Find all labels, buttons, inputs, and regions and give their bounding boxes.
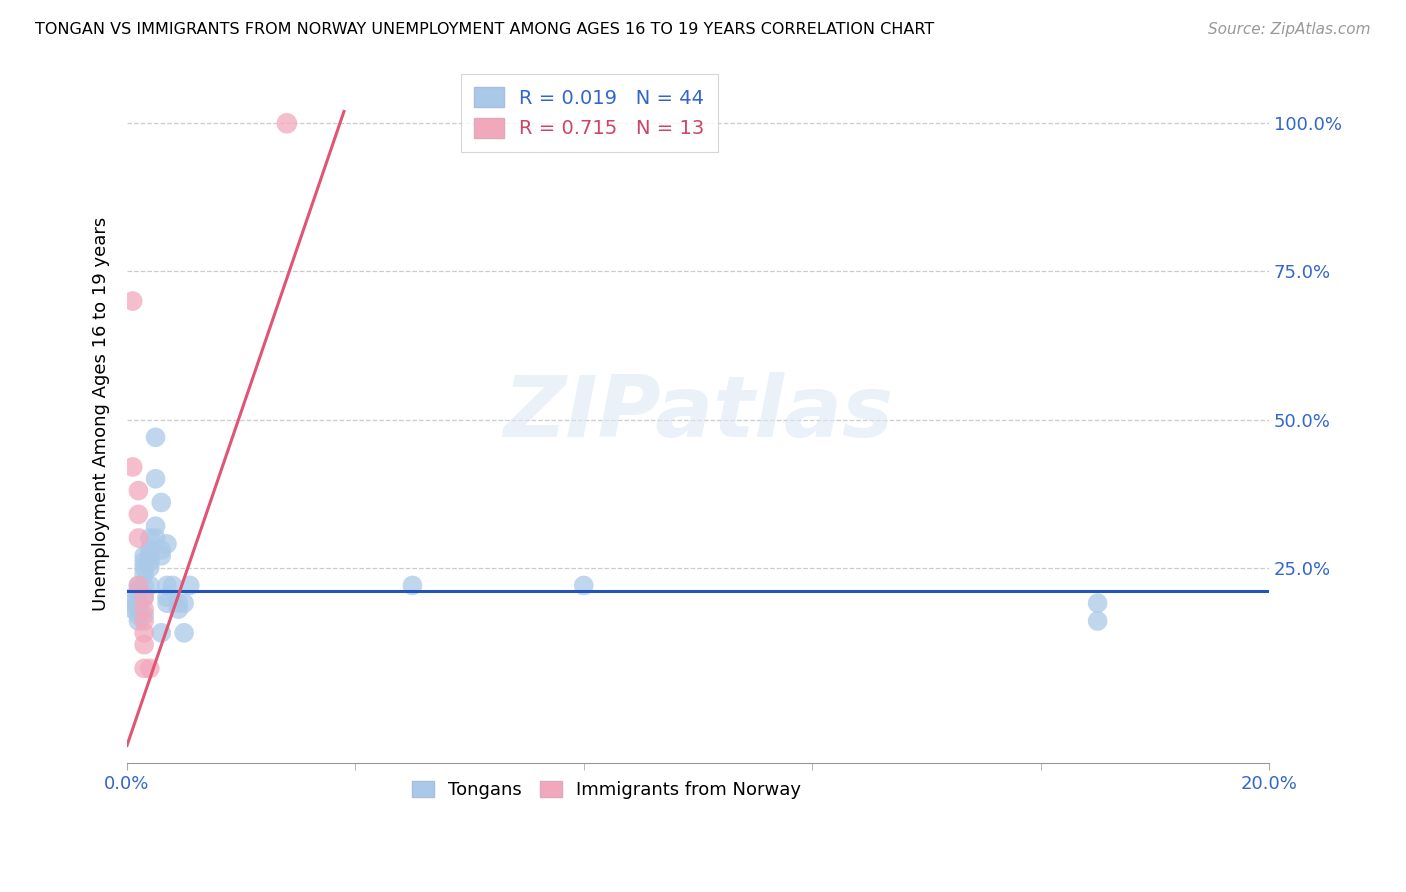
Point (167, 602, 190, 616)
Point (145, 519, 167, 533)
Text: ZIPatlas: ZIPatlas (503, 372, 893, 455)
Point (145, 531, 167, 545)
Point (134, 591, 156, 605)
Point (156, 578, 179, 592)
Point (127, 602, 149, 616)
Point (139, 578, 162, 592)
Point (150, 495, 173, 509)
Point (127, 531, 149, 545)
Point (127, 596, 149, 610)
Text: Source: ZipAtlas.com: Source: ZipAtlas.com (1208, 22, 1371, 37)
Point (127, 578, 149, 592)
Point (121, 459, 143, 474)
Point (156, 537, 179, 551)
Point (572, 578, 595, 592)
Point (150, 625, 173, 640)
Point (145, 430, 167, 444)
Point (121, 591, 143, 605)
Point (167, 596, 190, 610)
Point (134, 578, 156, 592)
Point (134, 638, 156, 652)
Point (150, 549, 173, 563)
Point (134, 614, 156, 628)
Point (121, 602, 143, 616)
Point (276, 116, 298, 130)
Text: TONGAN VS IMMIGRANTS FROM NORWAY UNEMPLOYMENT AMONG AGES 16 TO 19 YEARS CORRELAT: TONGAN VS IMMIGRANTS FROM NORWAY UNEMPLO… (35, 22, 935, 37)
Point (401, 578, 423, 592)
Point (127, 578, 149, 592)
Point (121, 293, 143, 308)
Point (134, 560, 156, 574)
Point (173, 625, 195, 640)
Point (150, 542, 173, 557)
Point (127, 483, 149, 498)
Point (139, 542, 162, 557)
Point (127, 614, 149, 628)
Point (134, 555, 156, 569)
Point (134, 549, 156, 563)
Point (173, 596, 195, 610)
Point (139, 555, 162, 569)
Point (134, 661, 156, 675)
Legend: Tongans, Immigrants from Norway: Tongans, Immigrants from Norway (405, 774, 808, 806)
Point (121, 596, 143, 610)
Point (156, 596, 179, 610)
Point (134, 591, 156, 605)
Point (179, 578, 201, 592)
Point (134, 625, 156, 640)
Point (162, 578, 184, 592)
Point (139, 661, 162, 675)
Point (139, 531, 162, 545)
Point (134, 566, 156, 581)
Point (139, 549, 162, 563)
Point (156, 591, 179, 605)
Y-axis label: Unemployment Among Ages 16 to 19 years: Unemployment Among Ages 16 to 19 years (93, 217, 110, 611)
Point (134, 608, 156, 623)
Point (127, 584, 149, 599)
Point (1087, 596, 1109, 610)
Point (127, 608, 149, 623)
Point (127, 508, 149, 522)
Point (139, 560, 162, 574)
Point (134, 602, 156, 616)
Point (145, 472, 167, 486)
Point (1087, 614, 1109, 628)
